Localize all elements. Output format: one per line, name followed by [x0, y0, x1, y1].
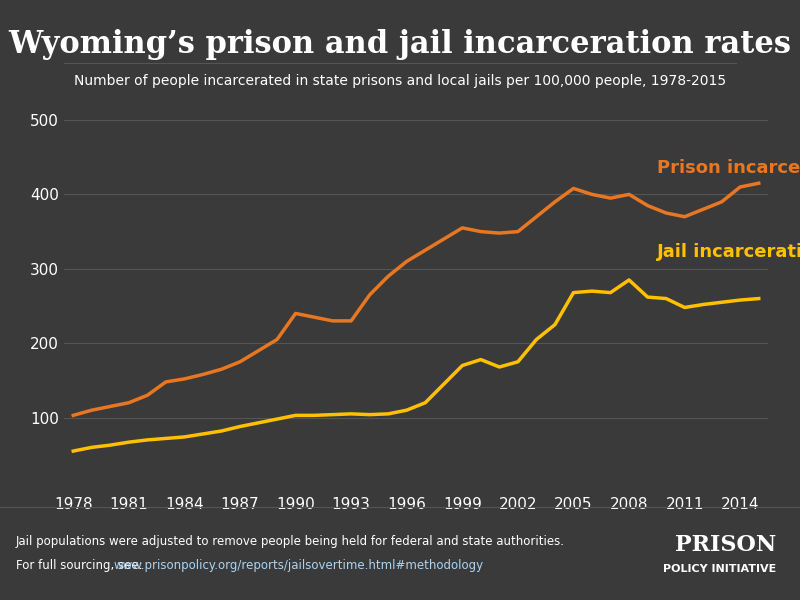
Text: Jail incarceration rate: Jail incarceration rate — [657, 244, 800, 262]
Text: www.prisonpolicy.org/reports/jailsovertime.html#methodology: www.prisonpolicy.org/reports/jailsoverti… — [114, 559, 484, 572]
Text: Wyoming’s prison and jail incarceration rates: Wyoming’s prison and jail incarceration … — [9, 29, 791, 61]
Text: Jail populations were adjusted to remove people being held for federal and state: Jail populations were adjusted to remove… — [16, 535, 565, 548]
Text: POLICY INITIATIVE: POLICY INITIATIVE — [662, 564, 776, 574]
Text: Prison incarceration rate: Prison incarceration rate — [657, 160, 800, 178]
Text: Number of people incarcerated in state prisons and local jails per 100,000 peopl: Number of people incarcerated in state p… — [74, 74, 726, 88]
Text: For full sourcing, see:: For full sourcing, see: — [16, 559, 146, 572]
Text: PRISON: PRISON — [674, 534, 776, 556]
